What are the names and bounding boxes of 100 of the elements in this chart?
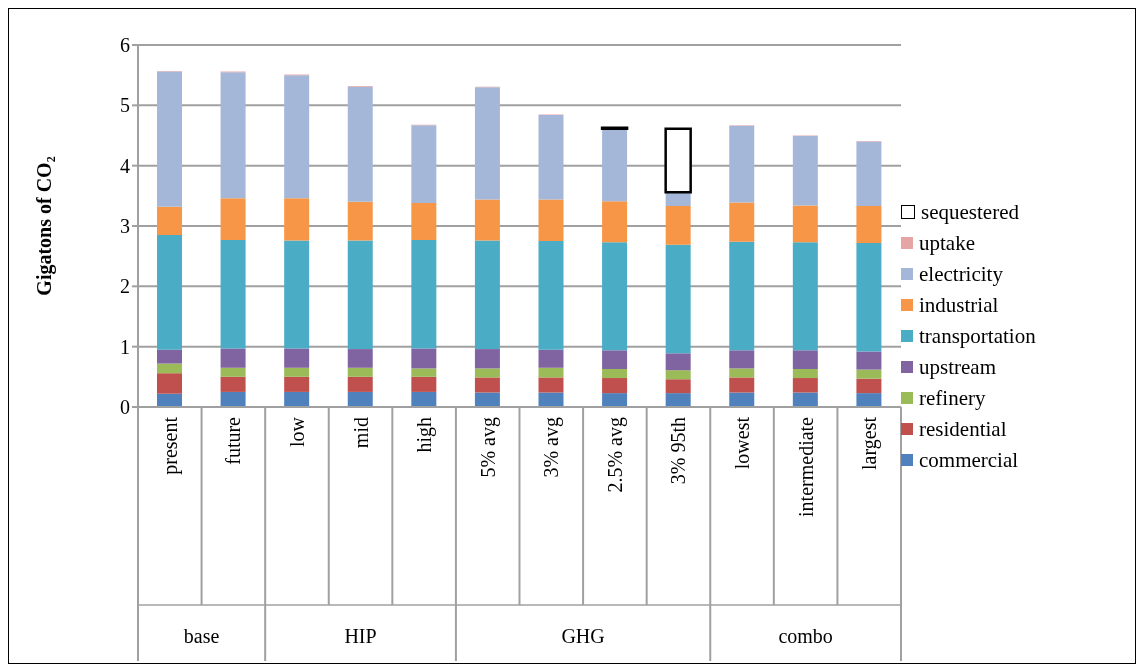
bar	[729, 377, 755, 393]
bar	[538, 377, 564, 393]
bar	[664, 127, 692, 194]
bar	[220, 72, 246, 199]
bar	[602, 368, 628, 379]
bar	[411, 125, 437, 204]
bar	[474, 240, 500, 350]
y-tick-label: 0	[120, 396, 130, 419]
x-tick-label: low	[285, 416, 308, 447]
bar	[347, 391, 373, 407]
bar	[665, 192, 691, 207]
bar	[856, 393, 882, 407]
bar	[157, 206, 182, 236]
legend-label: sequestered	[921, 199, 1019, 225]
bar	[474, 199, 500, 241]
x-tick-label: high	[413, 417, 437, 453]
bar	[411, 376, 437, 392]
bar	[856, 242, 882, 352]
bar	[284, 240, 310, 349]
x-tick-label: future	[222, 416, 245, 465]
bar	[792, 392, 818, 407]
text: combo	[778, 625, 833, 647]
legend-label: transportation	[919, 323, 1036, 349]
x-tick-label: 5% avg	[476, 417, 500, 478]
bar	[665, 370, 691, 380]
legend-label: residential	[919, 416, 1007, 442]
bar	[347, 240, 373, 350]
text: GHG	[561, 625, 605, 647]
bar	[856, 378, 882, 394]
bar	[157, 71, 182, 207]
bar	[220, 391, 246, 407]
bar	[602, 128, 628, 202]
y-tick-label: 1	[120, 335, 130, 358]
bar	[474, 349, 500, 369]
bar	[538, 349, 564, 368]
bar	[792, 205, 818, 243]
x-tick-label: mid	[349, 417, 372, 449]
x-tick-label: present	[158, 416, 182, 475]
bar	[538, 199, 564, 242]
bar	[856, 369, 882, 379]
bar	[729, 202, 755, 242]
legend-label: upstream	[919, 354, 996, 380]
bar	[729, 368, 755, 378]
bar	[411, 348, 437, 369]
bar	[792, 350, 818, 369]
x-tick-label: largest	[858, 416, 882, 470]
bar	[220, 198, 246, 240]
bar	[792, 368, 818, 379]
bar	[538, 367, 564, 378]
bar	[411, 239, 437, 349]
bar	[665, 353, 691, 371]
legend-label: commercial	[919, 447, 1019, 473]
bar	[411, 203, 437, 240]
y-tick-label: 2	[120, 275, 130, 298]
bar	[729, 350, 755, 369]
x-tick-label: intermediate	[794, 416, 817, 517]
bar	[474, 392, 500, 407]
y-tick-label: 5	[120, 94, 130, 117]
bar	[220, 367, 246, 377]
bar	[284, 391, 310, 407]
y-axis-title: Gigatons of CO₂	[33, 156, 56, 296]
bar	[602, 393, 628, 407]
legend-label: refinery	[919, 385, 986, 411]
bar	[347, 367, 373, 377]
bar	[538, 392, 564, 407]
bar	[284, 75, 310, 199]
bar	[538, 114, 564, 200]
bar	[284, 367, 310, 377]
bar	[665, 379, 691, 394]
bar	[602, 242, 628, 351]
bar	[856, 351, 882, 370]
bar	[474, 377, 500, 393]
x-tick-label: 3% 95th	[667, 417, 690, 485]
bar	[157, 373, 182, 394]
bar	[284, 376, 310, 392]
bar	[538, 241, 564, 350]
bar	[157, 393, 182, 407]
bar	[347, 86, 373, 202]
bar	[729, 125, 755, 203]
bar	[856, 141, 882, 207]
text: base	[183, 625, 220, 647]
bar	[792, 242, 818, 351]
bar	[602, 201, 628, 243]
legend-label: industrial	[919, 292, 999, 318]
legend-label: uptake	[919, 230, 975, 256]
y-tick-label: 6	[120, 34, 130, 57]
bar	[284, 198, 310, 241]
bar	[665, 393, 691, 407]
bar	[602, 378, 628, 394]
bar	[729, 392, 755, 407]
bar	[157, 235, 182, 350]
bar	[157, 363, 182, 374]
bar	[729, 241, 755, 351]
y-tick-label: 3	[120, 215, 130, 238]
x-tick-label: 2.5% avg	[603, 417, 627, 493]
bar	[411, 368, 437, 377]
bar	[411, 391, 437, 407]
bar	[856, 206, 882, 243]
bar	[220, 348, 246, 368]
bar	[792, 378, 818, 393]
